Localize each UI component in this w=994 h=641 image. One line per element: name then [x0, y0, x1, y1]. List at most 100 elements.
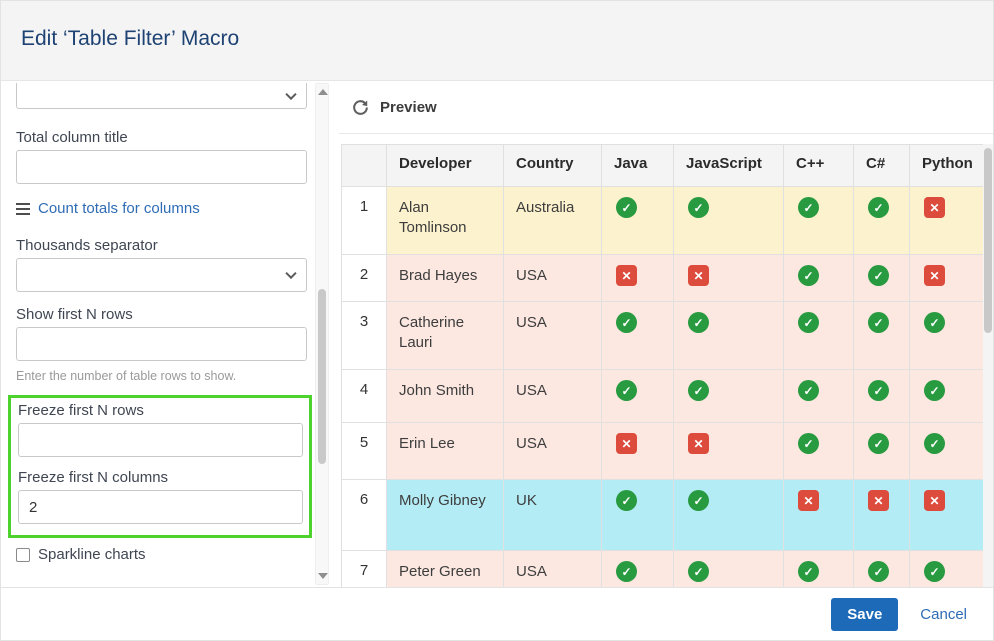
csharp-cell — [853, 301, 910, 370]
row-number: 5 — [341, 422, 387, 480]
status-icon — [868, 312, 889, 333]
status-icon — [924, 197, 945, 218]
java-cell — [601, 186, 674, 255]
column-header-java: Java — [601, 144, 674, 187]
table-row: 7 Peter Green USA — [341, 550, 983, 587]
sidebar-scrollbar-thumb[interactable] — [318, 289, 326, 464]
chevron-down-icon — [285, 267, 297, 280]
row-number: 1 — [341, 186, 387, 255]
cancel-link[interactable]: Cancel — [920, 605, 967, 623]
status-icon — [616, 380, 637, 401]
status-icon — [924, 380, 945, 401]
dialog-header: Edit ‘Table Filter’ Macro — [1, 1, 993, 81]
cpp-cell — [783, 369, 854, 423]
cpp-cell — [783, 479, 854, 551]
developer-cell: Peter Green — [386, 550, 504, 587]
column-header-country: Country — [503, 144, 602, 187]
preview-panel: Preview Developer Country Java JavaScrip… — [339, 81, 993, 587]
freeze-first-n-columns-input[interactable] — [18, 490, 303, 524]
scroll-up-icon[interactable] — [318, 89, 328, 95]
total-column-title-label: Total column title — [16, 129, 128, 146]
country-cell: USA — [503, 369, 602, 423]
country-cell: USA — [503, 301, 602, 370]
python-cell — [909, 186, 983, 255]
scroll-down-icon[interactable] — [318, 573, 328, 579]
row-number: 7 — [341, 550, 387, 587]
macro-settings-panel: Total column title Count totals for colu… — [1, 81, 313, 587]
status-icon — [924, 433, 945, 454]
csharp-cell — [853, 186, 910, 255]
status-icon — [616, 312, 637, 333]
total-column-title-input[interactable] — [16, 150, 307, 184]
truncated-select[interactable] — [16, 83, 307, 109]
preview-scrollbar-thumb[interactable] — [984, 148, 992, 333]
python-cell — [909, 369, 983, 423]
preview-scrollbar[interactable] — [983, 144, 993, 587]
status-icon — [688, 380, 709, 401]
status-icon — [688, 197, 709, 218]
table-row: 4 John Smith USA — [341, 369, 983, 423]
count-totals-link[interactable]: Count totals for columns — [38, 200, 200, 217]
python-cell — [909, 301, 983, 370]
status-icon — [868, 490, 889, 511]
refresh-icon[interactable] — [351, 98, 370, 117]
python-cell — [909, 254, 983, 302]
sparkline-checkbox[interactable] — [16, 547, 30, 562]
column-header-developer: Developer — [386, 144, 504, 187]
status-icon — [688, 312, 709, 333]
developer-cell: Molly Gibney — [386, 479, 504, 551]
javascript-cell — [673, 550, 784, 587]
dialog-content: Total column title Count totals for colu… — [1, 81, 993, 587]
status-icon — [868, 433, 889, 454]
row-number: 4 — [341, 369, 387, 423]
cpp-cell — [783, 301, 854, 370]
status-icon — [868, 265, 889, 286]
status-icon — [798, 490, 819, 511]
freeze-first-n-columns-label: Freeze first N columns — [18, 469, 169, 486]
developer-cell: John Smith — [386, 369, 504, 423]
developer-cell: Erin Lee — [386, 422, 504, 480]
table-row: 3 Catherine Lauri USA — [341, 301, 983, 370]
status-icon — [616, 561, 637, 582]
table-row: 6 Molly Gibney UK — [341, 479, 983, 551]
row-number: 6 — [341, 479, 387, 551]
freeze-first-n-rows-label: Freeze first N rows — [18, 402, 144, 419]
status-icon — [616, 197, 637, 218]
country-cell: USA — [503, 254, 602, 302]
csharp-cell — [853, 254, 910, 302]
thousands-separator-select[interactable] — [16, 258, 307, 292]
sidebar-scrollbar[interactable] — [315, 83, 329, 585]
count-totals-row: Count totals for columns — [16, 200, 307, 217]
show-first-n-rows-input[interactable] — [16, 327, 307, 361]
java-cell — [601, 369, 674, 423]
sparkline-charts-option[interactable]: Sparkline charts — [16, 546, 307, 563]
dialog-title: Edit ‘Table Filter’ Macro — [21, 27, 240, 50]
save-button[interactable]: Save — [831, 597, 899, 631]
java-cell — [601, 254, 674, 302]
status-icon — [924, 265, 945, 286]
developer-cell: Catherine Lauri — [386, 301, 504, 370]
sparkline-checkbox-label: Sparkline charts — [38, 546, 146, 563]
freeze-first-n-rows-input[interactable] — [18, 423, 303, 457]
status-icon — [798, 312, 819, 333]
java-cell — [601, 301, 674, 370]
status-icon — [688, 433, 709, 454]
status-icon — [798, 380, 819, 401]
python-cell — [909, 422, 983, 480]
column-header-csharp: C# — [853, 144, 910, 187]
java-cell — [601, 550, 674, 587]
java-cell — [601, 479, 674, 551]
preview-title: Preview — [380, 98, 437, 116]
developer-cell: Brad Hayes — [386, 254, 504, 302]
column-header-javascript: JavaScript — [673, 144, 784, 187]
table-header-row: Developer Country Java JavaScript C++ C#… — [341, 144, 983, 187]
developer-cell: Alan Tomlinson — [386, 186, 504, 255]
csharp-cell — [853, 550, 910, 587]
csharp-cell — [853, 422, 910, 480]
show-first-n-rows-label: Show first N rows — [16, 306, 133, 323]
cpp-cell — [783, 186, 854, 255]
status-icon — [868, 380, 889, 401]
python-cell — [909, 479, 983, 551]
country-cell: USA — [503, 422, 602, 480]
status-icon — [924, 561, 945, 582]
